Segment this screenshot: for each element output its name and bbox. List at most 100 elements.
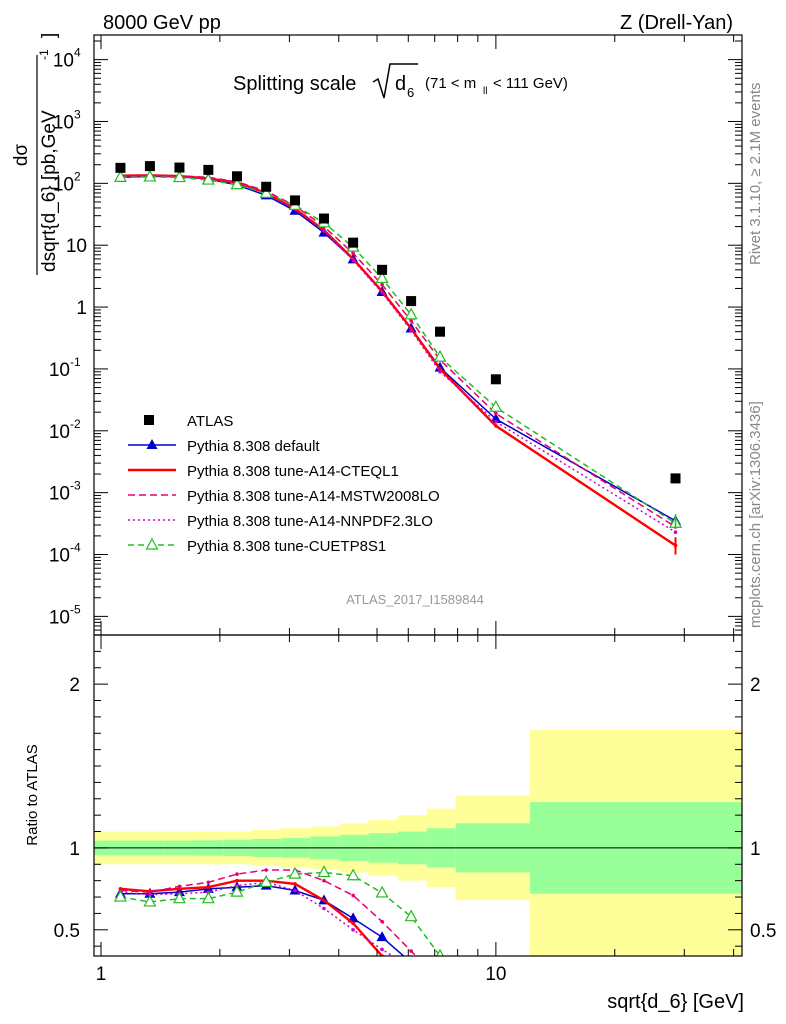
ratio-marker-dot: [177, 884, 182, 889]
ratio-marker-triangle: [406, 957, 417, 967]
main-marker-dot: [351, 251, 355, 256]
atlas-data-point: [670, 473, 681, 484]
ylabel-close: ]: [39, 33, 60, 38]
ratio-marker-open-triangle: [259, 875, 273, 887]
ratio-marker-dot: [322, 878, 326, 883]
y-tick-exponent: -3: [70, 479, 81, 493]
ratio-marker-dot: [351, 927, 355, 932]
main-marker-open-triangle: [172, 170, 186, 183]
ratio-line-series-3: [120, 869, 418, 956]
ylabel-close-group: ]: [39, 33, 60, 38]
legend-label-3: Pythia 8.308 tune-A14-MSTW2008LO: [187, 488, 440, 505]
y-tick-exponent: -1: [70, 355, 81, 369]
main-line-series-5: [120, 176, 676, 524]
ratio-marker-dot: [148, 892, 152, 897]
ratio-marker-dot: [351, 893, 355, 898]
main-marker-open-triangle: [404, 307, 418, 320]
ratio-series-group: [113, 865, 681, 998]
ratio-marker-dot: [409, 975, 413, 979]
ratio-line-series-5: [120, 871, 447, 956]
main-marker-open-triangle: [259, 186, 273, 198]
ratio-marker-dot: [206, 885, 211, 890]
ratio-tick-label-left: 2: [69, 675, 80, 696]
ratio-marker-triangle: [376, 931, 388, 942]
ratio-marker-dot: [494, 994, 498, 998]
plot-title: Splitting scale d 6 (71 < m ll < 111 GeV…: [233, 63, 568, 100]
x-tick-label: 1: [96, 964, 107, 985]
ratio-ylabel: Ratio to ATLAS: [24, 744, 41, 845]
ratio-marker-dot: [494, 985, 498, 989]
legend-label-1: Pythia 8.308 default: [187, 438, 320, 455]
main-marker-dot: [380, 291, 384, 295]
ratio-marker-dot: [293, 888, 297, 893]
atlas-data-point: [203, 164, 214, 175]
header-process: Z (Drell-Yan): [620, 12, 733, 34]
main-marker-open-triangle: [113, 170, 127, 182]
atlas-data-point: [318, 213, 329, 224]
ratio-marker-triangle: [670, 976, 681, 986]
ratio-marker-dot: [674, 984, 678, 988]
ratio-marker-dot: [380, 919, 384, 924]
ratio-marker-dot: [380, 947, 384, 952]
ratio-marker-dot: [206, 880, 211, 885]
ratio-marker-dot: [293, 882, 297, 886]
ratio-panel: [93, 634, 743, 998]
ratio-ylabel-group: Ratio to ATLAS: [24, 744, 41, 845]
atlas-data-point: [261, 181, 272, 192]
main-marker-open-triangle: [201, 172, 215, 185]
mcplots-label: mcplots.cern.ch [arXiv:1306.3436]: [747, 401, 764, 628]
main-series-group: [113, 161, 683, 555]
legend-label-4: Pythia 8.308 tune-A14-NNPDF2.3LO: [187, 513, 433, 530]
atlas-data-point: [435, 326, 446, 337]
main-marker-dot: [438, 367, 442, 371]
ratio-marker-dot: [438, 985, 442, 989]
ratio-tick-label-right: 2: [750, 675, 761, 696]
atlas-data-point: [174, 162, 185, 173]
y-tick-exponent: -2: [70, 417, 81, 431]
title-range-b: < 111 GeV): [493, 75, 568, 92]
legend-atlas-marker: [144, 415, 154, 425]
legend-marker-open-triangle: [145, 537, 159, 550]
main-marker-dot: [673, 530, 678, 534]
title-main: Splitting scale: [233, 73, 356, 95]
ratio-marker-dot: [322, 906, 326, 911]
y-tick-exponent: -4: [70, 541, 81, 555]
main-line-series-2: [120, 174, 677, 547]
y-tick-label: 10: [66, 236, 87, 257]
main-marker-dot: [380, 282, 384, 287]
y-tick-label: 10: [53, 174, 74, 195]
main-marker-dot: [351, 258, 355, 263]
ratio-line-series-2: [120, 879, 385, 956]
legend-label-2: Pythia 8.308 tune-A14-CTEQL1: [187, 463, 399, 480]
analysis-id: ATLAS_2017_I1589844: [346, 592, 484, 607]
header-energy: 8000 GeV pp: [103, 12, 221, 34]
main-marker-dot: [438, 369, 442, 374]
ratio-marker-dot: [235, 872, 239, 876]
y-tick-exponent: 3: [74, 107, 81, 121]
atlas-data-point: [348, 237, 359, 248]
y-tick-label: 10: [49, 607, 70, 628]
ylabel-bottom: dsqrt{d_6} [pb,GeV: [39, 110, 60, 272]
ratio-tick-label-left: 1: [69, 839, 80, 860]
main-marker-dot: [322, 229, 326, 233]
main-marker-open-triangle: [433, 349, 447, 362]
ratio-marker-open-triangle: [436, 948, 445, 956]
ratio-marker-dot: [409, 949, 413, 953]
ratio-marker-triangle: [435, 978, 446, 988]
y-tick-label: 10: [49, 360, 70, 381]
ratio-marker-open-triangle: [172, 891, 186, 904]
ratio-marker-open-triangle: [404, 909, 418, 922]
atlas-data-point: [490, 374, 501, 385]
main-line-series-4: [120, 175, 676, 533]
ratio-tick-label-right: 1: [750, 839, 761, 860]
y-tick-exponent: -5: [70, 602, 81, 616]
title-range-sub: ll: [483, 86, 487, 97]
atlas-data-point: [290, 195, 301, 206]
legend: ATLAS Pythia 8.308 default Pythia 8.308 tu…: [128, 413, 440, 555]
atlas-data-point: [406, 296, 417, 307]
ratio-marker-dot: [264, 868, 268, 872]
ylabel-sup-group: -1: [37, 49, 51, 60]
ratio-marker-open-triangle: [375, 885, 389, 898]
main-marker-dot: [494, 419, 498, 424]
atlas-data-point: [231, 171, 242, 182]
